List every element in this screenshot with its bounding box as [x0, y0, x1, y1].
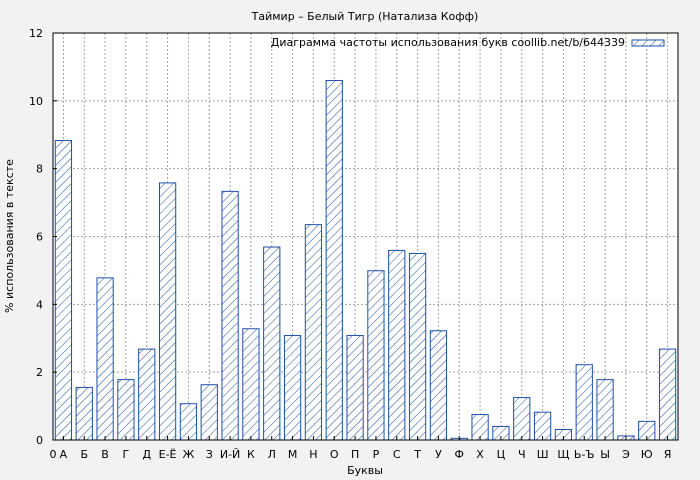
bar-18	[408, 252, 427, 441]
bar-11	[263, 246, 281, 441]
x-tick-label: Г	[123, 448, 130, 461]
x-tick-label: К	[247, 448, 255, 461]
x-tick-label: Б	[80, 448, 88, 461]
x-tick-label: Х	[476, 448, 484, 461]
y-axis-label: % использования в тексте	[3, 159, 16, 313]
x-tick-label: Ф	[455, 448, 464, 461]
x-tick-label: З	[206, 448, 213, 461]
x-tick-label: Ч	[518, 448, 526, 461]
bar-14	[325, 79, 343, 441]
legend: Диаграмма частоты использования букв coo…	[271, 36, 665, 49]
y-tick-label: 10	[29, 95, 43, 108]
bar-7	[179, 403, 198, 441]
x-tick-label: Ш	[537, 448, 549, 461]
bar-9	[221, 190, 239, 441]
bar-27	[596, 379, 614, 441]
bar-4	[117, 379, 135, 441]
x-tick-label: О	[330, 448, 339, 461]
bar-10	[242, 328, 260, 441]
bar-5	[138, 348, 156, 441]
x-tick-label: Т	[413, 448, 421, 461]
x-tick-label: В	[101, 448, 109, 461]
bar-30	[658, 348, 677, 441]
bar-8	[200, 384, 218, 441]
legend-label: Диаграмма частоты использования букв coo…	[271, 36, 625, 49]
x-origin-label: 0	[50, 448, 57, 461]
x-tick-label: Р	[373, 448, 380, 461]
x-tick-label: Щ	[557, 448, 569, 461]
bar-6	[158, 182, 177, 441]
x-tick-label: Н	[309, 448, 317, 461]
x-tick-label: Э	[622, 448, 630, 461]
bar-23	[513, 397, 531, 441]
bar-19	[429, 330, 448, 441]
bar-24	[533, 411, 552, 441]
x-tick-label: П	[351, 448, 359, 461]
y-tick-label: 6	[36, 231, 43, 244]
bar-26	[575, 364, 593, 441]
bar-15	[346, 335, 364, 441]
x-tick-label: М	[288, 448, 298, 461]
bar-3	[96, 277, 114, 441]
x-tick-label: Ю	[641, 448, 653, 461]
bar-1	[54, 140, 73, 441]
y-tick-label: 2	[36, 366, 43, 379]
y-tick-label: 8	[36, 163, 43, 176]
x-tick-label: Ь-Ъ	[574, 448, 595, 461]
grid	[53, 33, 678, 440]
x-tick-label: С	[393, 448, 401, 461]
x-tick-label: Д	[142, 448, 151, 461]
x-tick-label: Ы	[600, 448, 610, 461]
x-axis-label: Буквы	[347, 464, 383, 477]
x-tick-label: Л	[268, 448, 276, 461]
y-tick-label: 12	[29, 27, 43, 40]
bar-16	[367, 270, 385, 441]
x-tick-label: У	[435, 448, 442, 461]
x-tick-label: И-Й	[220, 448, 240, 461]
x-tick-label: Я	[664, 448, 672, 461]
x-tick-label: Ц	[497, 448, 506, 461]
x-tick-label: Е-Ё	[159, 448, 177, 461]
x-tick-label: Ж	[182, 448, 194, 461]
y-tick-label: 0	[36, 434, 43, 447]
bar-13	[304, 224, 323, 441]
bar-17	[388, 249, 406, 441]
chart-title: Таймир – Белый Тигр (Натализа Кофф)	[251, 10, 479, 23]
y-tick-label: 4	[36, 298, 43, 311]
x-tick-label: А	[60, 448, 68, 461]
legend-swatch	[631, 39, 665, 47]
bar-12	[283, 335, 302, 441]
bar-2	[75, 386, 93, 441]
